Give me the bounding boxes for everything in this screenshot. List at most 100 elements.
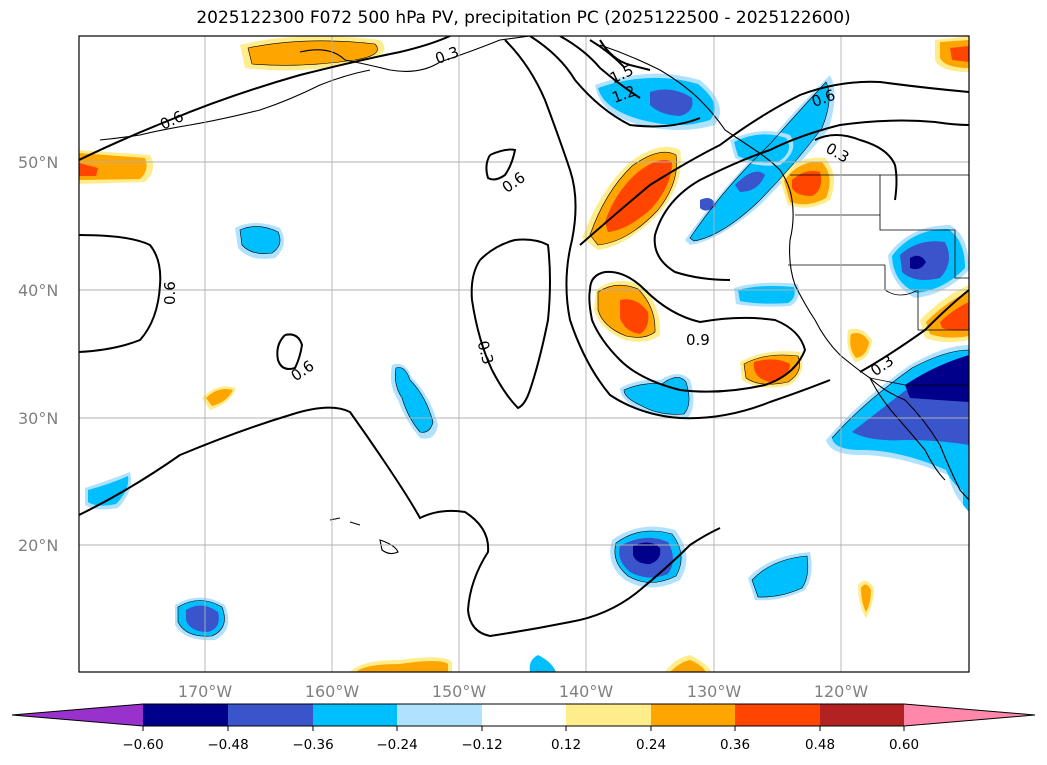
colorbar-segment (143, 704, 228, 726)
border-ut (954, 230, 969, 279)
coastline-west-coast (779, 169, 969, 501)
precip-blob (861, 584, 871, 612)
pv-contour (504, 39, 831, 420)
colorbar-label: 0.48 (805, 737, 835, 753)
coastline-baja (869, 377, 946, 481)
map-frame (78, 35, 970, 673)
precip-outline (689, 81, 830, 242)
map-title: 2025122300 F072 500 hPa PV, precipitatio… (196, 8, 851, 28)
pv-contour (79, 234, 162, 353)
lon-labels: 170°W 160°W 150°W 140°W 130°W 120°W (178, 682, 869, 701)
lat-label-40: 40°N (18, 281, 58, 300)
border-id (879, 175, 955, 231)
pv-contour (814, 134, 898, 201)
precip-blob (963, 485, 969, 512)
precip-blob (88, 476, 129, 506)
colorbar-segment (566, 704, 651, 726)
precip-blob (395, 367, 433, 433)
gridlines (79, 36, 969, 672)
precip-blob (792, 171, 821, 196)
contour-label: 0.3 (474, 339, 498, 367)
pv-contour (79, 36, 451, 161)
lon-label-150w: 150°W (432, 682, 487, 701)
precip-blob (910, 255, 926, 270)
colorbar-segment (651, 704, 735, 726)
colorbar-label: 0.36 (720, 737, 750, 753)
pv-contour (588, 270, 807, 393)
colorbar-segment (313, 704, 397, 726)
lon-label-140w: 140°W (559, 682, 614, 701)
map-background (79, 36, 969, 672)
colorbar-ticks (142, 726, 905, 731)
pv-contour (653, 119, 969, 281)
pv-contour (599, 39, 651, 71)
precip-outline (239, 226, 281, 254)
precip-blob (752, 556, 808, 598)
coastline-alaska (299, 36, 531, 72)
coastlines (99, 36, 969, 555)
contour-label: 0.9 (686, 331, 710, 349)
colorbar-label: −0.12 (461, 737, 502, 753)
precip-outline (614, 530, 682, 583)
pv-contour (470, 238, 551, 410)
colorbar-label: 0.12 (551, 737, 581, 753)
colorbar: −0.60 −0.48 −0.36 −0.24 −0.12 0.12 0.24 … (11, 703, 1036, 753)
colorbar-label: −0.48 (207, 737, 248, 753)
precip-blob (650, 89, 693, 116)
border-az (917, 290, 969, 331)
precip-outline (743, 354, 800, 385)
pv-contour (79, 406, 721, 638)
precip-outline (831, 349, 969, 439)
precip-blob (670, 660, 706, 672)
colorbar-label: 0.24 (636, 737, 666, 753)
colorbar-segment (228, 704, 313, 726)
colorbar-segment (397, 704, 482, 726)
lat-label-30: 30°N (18, 409, 58, 428)
precip-blob (738, 286, 795, 304)
lat-label-20: 20°N (18, 536, 58, 555)
colorbar-segment (820, 704, 904, 726)
precip-blob (186, 605, 219, 632)
lon-label-160w: 160°W (305, 682, 360, 701)
precip-blob (605, 159, 672, 232)
lon-label-170w: 170°W (178, 682, 233, 701)
colorbar-label: −0.60 (122, 737, 163, 753)
pv-contour (859, 289, 969, 373)
precip-blob (950, 46, 969, 62)
map-content: 0.6 0.3 1.5 1.2 0.6 0.3 0.6 0.6 0.6 0.3 … (79, 36, 969, 672)
precip-blob (248, 40, 378, 66)
precip-blob (79, 163, 98, 176)
lon-label-120w: 120°W (814, 682, 869, 701)
precip-blob (633, 542, 661, 564)
precip-outline (247, 40, 378, 66)
colorbar-extend-right (904, 704, 1035, 726)
precip-blob (529, 655, 556, 672)
precip-blob (206, 389, 233, 406)
precip-outline (751, 555, 809, 598)
lon-label-130w: 130°W (687, 682, 742, 701)
precip-blob (620, 299, 649, 334)
coastline-aleutians (99, 69, 371, 141)
precip-blob (356, 661, 448, 672)
precip-blob (734, 134, 790, 163)
pv-contour (579, 80, 969, 246)
colorbar-segment (735, 704, 820, 726)
pv-contour (485, 148, 517, 181)
borders (788, 174, 969, 386)
colorbar-segment (482, 704, 566, 726)
pv-contours (79, 36, 969, 638)
colorbar-label: −0.24 (376, 737, 417, 753)
colorbar-label: −0.36 (292, 737, 333, 753)
precip-outline (177, 600, 225, 637)
pv-contour (529, 36, 701, 128)
precip-blob (940, 302, 969, 331)
border-us-mexico (869, 377, 969, 386)
precip-blob (905, 355, 969, 402)
lat-label-50: 50°N (18, 153, 58, 172)
precip-outline (597, 284, 656, 338)
precip-outline (394, 367, 434, 433)
precip-outline (589, 152, 677, 246)
precip-blob (850, 333, 869, 358)
precip-blob (735, 171, 765, 192)
